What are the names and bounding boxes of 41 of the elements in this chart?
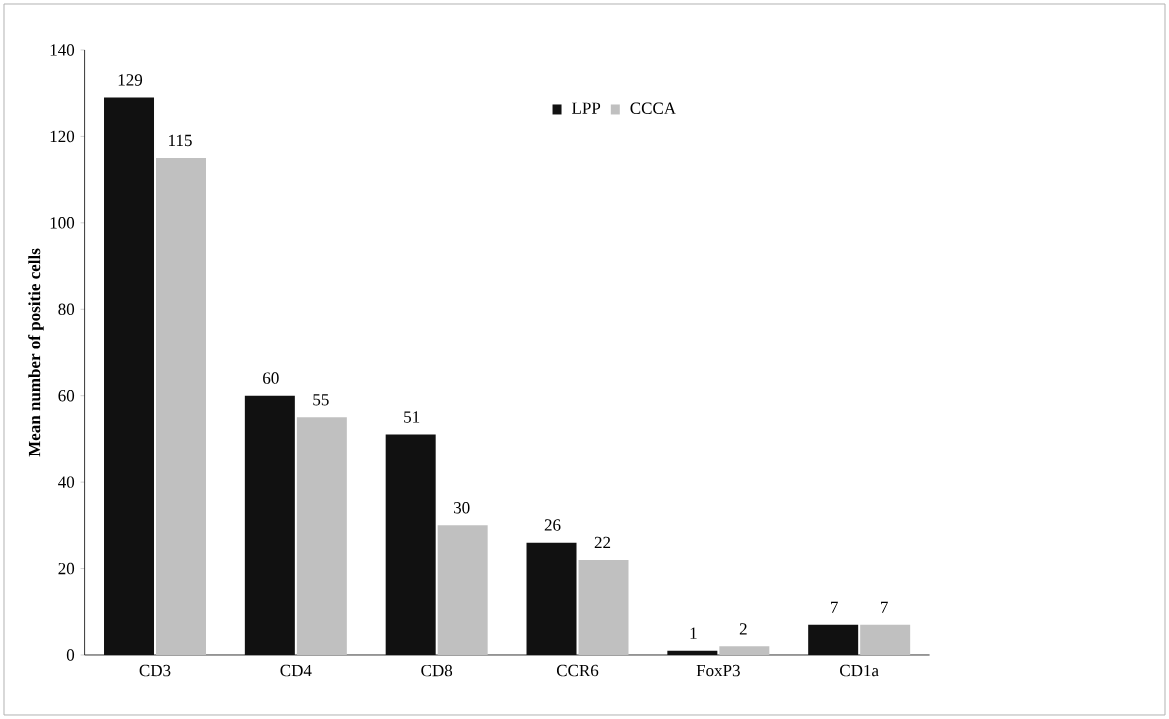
x-tick-label: CD8 <box>421 664 453 677</box>
bar <box>244 395 295 655</box>
y-tick-label: 80 <box>58 303 75 316</box>
data-label: 7 <box>831 601 838 613</box>
y-tick-label: 0 <box>66 649 75 661</box>
bar <box>719 646 770 655</box>
bar <box>808 624 859 655</box>
x-tick-label: CD3 <box>139 664 171 677</box>
y-tick-label: 140 <box>50 44 75 56</box>
y-tick-label: 100 <box>50 217 75 229</box>
legend-label: LPP <box>572 102 601 114</box>
bar <box>437 525 488 655</box>
bar <box>156 158 207 655</box>
x-tick-label: CD1a <box>840 664 879 677</box>
x-tick-label: CCR6 <box>556 664 599 677</box>
bar <box>385 434 436 655</box>
data-label: 60 <box>263 372 279 384</box>
bar <box>526 542 577 655</box>
data-label: 30 <box>453 502 470 514</box>
data-label: 22 <box>594 536 611 549</box>
data-label: 129 <box>118 74 143 86</box>
x-tick-label: CD4 <box>280 664 312 677</box>
y-axis-title: Mean number of positie cells <box>28 248 44 457</box>
bar <box>860 624 911 655</box>
data-label: 2 <box>739 623 747 635</box>
data-label: 7 <box>881 601 888 613</box>
bar <box>578 559 629 655</box>
data-label: 55 <box>313 394 329 406</box>
x-tick-label: FoxP3 <box>696 664 740 677</box>
legend-label: CCCA <box>630 102 676 114</box>
data-label: 26 <box>544 519 561 531</box>
data-label: 51 <box>404 411 420 423</box>
y-tick-label: 120 <box>50 130 75 143</box>
bar <box>104 97 155 655</box>
y-tick-label: 20 <box>58 562 75 575</box>
bar <box>667 650 718 655</box>
data-label: 115 <box>169 134 192 147</box>
y-tick-label: 60 <box>58 389 75 402</box>
bar <box>296 417 347 655</box>
y-tick-label: 40 <box>58 476 75 488</box>
data-label: 1 <box>690 627 697 639</box>
